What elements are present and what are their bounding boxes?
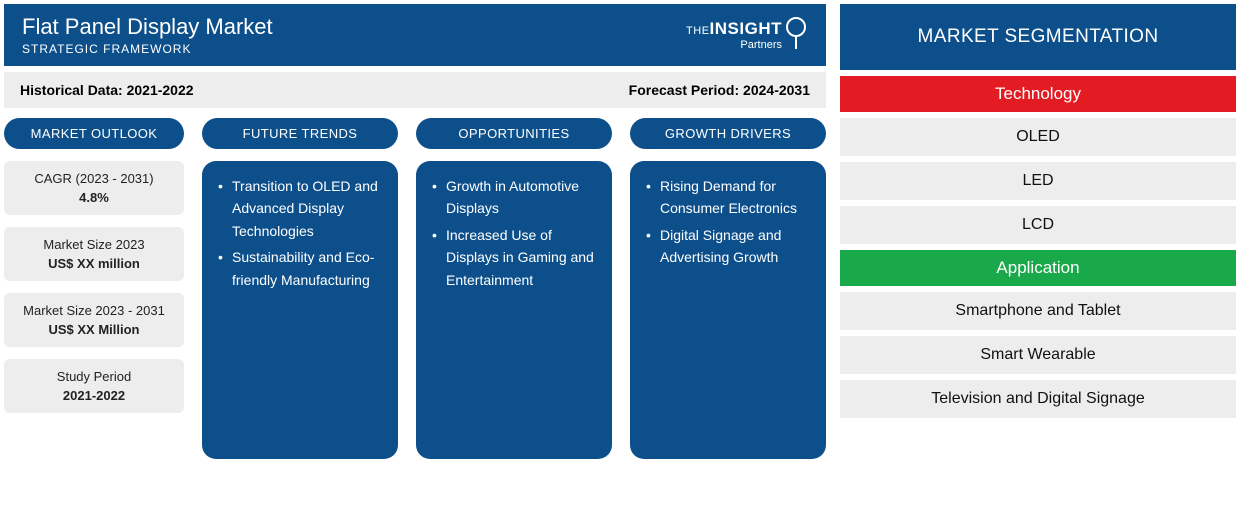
drivers-heading: GROWTH DRIVERS — [630, 118, 826, 149]
stat-value: 2021-2022 — [10, 388, 178, 403]
segmentation-item: LCD — [840, 206, 1236, 244]
header-text: Flat Panel Display Market STRATEGIC FRAM… — [22, 14, 273, 56]
logo-text: THEINSIGHT Partners — [686, 19, 782, 51]
outlook-stat: Study Period 2021-2022 — [4, 359, 184, 413]
period-bar: Historical Data: 2021-2022 Forecast Peri… — [4, 72, 826, 108]
page-subtitle: STRATEGIC FRAMEWORK — [22, 42, 273, 56]
segmentation-group-label: Technology — [840, 76, 1236, 112]
logo-icon — [784, 17, 808, 53]
opportunities-heading: OPPORTUNITIES — [416, 118, 612, 149]
list-item: Sustainability and Eco-friendly Manufact… — [218, 246, 382, 291]
list-item: Digital Signage and Advertising Growth — [646, 224, 810, 269]
stat-value: US$ XX million — [10, 256, 178, 271]
segmentation-group-label: Application — [840, 250, 1236, 286]
brand-logo: THEINSIGHT Partners — [686, 17, 808, 53]
outlook-stat: Market Size 2023 US$ XX million — [4, 227, 184, 281]
outlook-stat: CAGR (2023 - 2031) 4.8% — [4, 161, 184, 215]
market-outlook-column: MARKET OUTLOOK CAGR (2023 - 2031) 4.8% Mar… — [4, 118, 184, 459]
segmentation-item: LED — [840, 162, 1236, 200]
growth-drivers-column: GROWTH DRIVERS Rising Demand for Consume… — [630, 118, 826, 459]
stat-value: US$ XX Million — [10, 322, 178, 337]
future-trends-column: FUTURE TRENDS Transition to OLED and Adv… — [202, 118, 398, 459]
segmentation-item: OLED — [840, 118, 1236, 156]
historical-data: Historical Data: 2021-2022 — [20, 82, 194, 98]
stat-label: CAGR (2023 - 2031) — [10, 171, 178, 186]
segmentation-item: Smartphone and Tablet — [840, 292, 1236, 330]
segmentation-heading: MARKET SEGMENTATION — [840, 4, 1236, 70]
stat-label: Market Size 2023 - 2031 — [10, 303, 178, 318]
logo-prefix: THE — [686, 25, 710, 37]
trends-card: Transition to OLED and Advanced Display … — [202, 161, 398, 459]
drivers-card: Rising Demand for Consumer ElectronicsDi… — [630, 161, 826, 459]
stat-label: Study Period — [10, 369, 178, 384]
forecast-value: 2024-2031 — [743, 82, 810, 98]
opportunities-column: OPPORTUNITIES Growth in Automotive Displ… — [416, 118, 612, 459]
list-item: Increased Use of Displays in Gaming and … — [432, 224, 596, 291]
historical-label: Historical Data: — [20, 82, 123, 98]
page-title: Flat Panel Display Market — [22, 14, 273, 40]
outlook-stat: Market Size 2023 - 2031 US$ XX Million — [4, 293, 184, 347]
stat-value: 4.8% — [10, 190, 178, 205]
stat-label: Market Size 2023 — [10, 237, 178, 252]
logo-word: INSIGHT — [710, 19, 782, 38]
opportunities-card: Growth in Automotive DisplaysIncreased U… — [416, 161, 612, 459]
historical-value: 2021-2022 — [127, 82, 194, 98]
list-item: Rising Demand for Consumer Electronics — [646, 175, 810, 220]
forecast-label: Forecast Period: — [629, 82, 739, 98]
header-bar: Flat Panel Display Market STRATEGIC FRAM… — [4, 4, 826, 66]
logo-suffix: Partners — [686, 39, 782, 51]
segmentation-item: Television and Digital Signage — [840, 380, 1236, 418]
trends-heading: FUTURE TRENDS — [202, 118, 398, 149]
forecast-period: Forecast Period: 2024-2031 — [629, 82, 810, 98]
segmentation-panel: MARKET SEGMENTATION Technology OLED LED LCD… — [840, 4, 1236, 459]
outlook-heading: MARKET OUTLOOK — [4, 118, 184, 149]
segmentation-item: Smart Wearable — [840, 336, 1236, 374]
list-item: Transition to OLED and Advanced Display … — [218, 175, 382, 242]
list-item: Growth in Automotive Displays — [432, 175, 596, 220]
